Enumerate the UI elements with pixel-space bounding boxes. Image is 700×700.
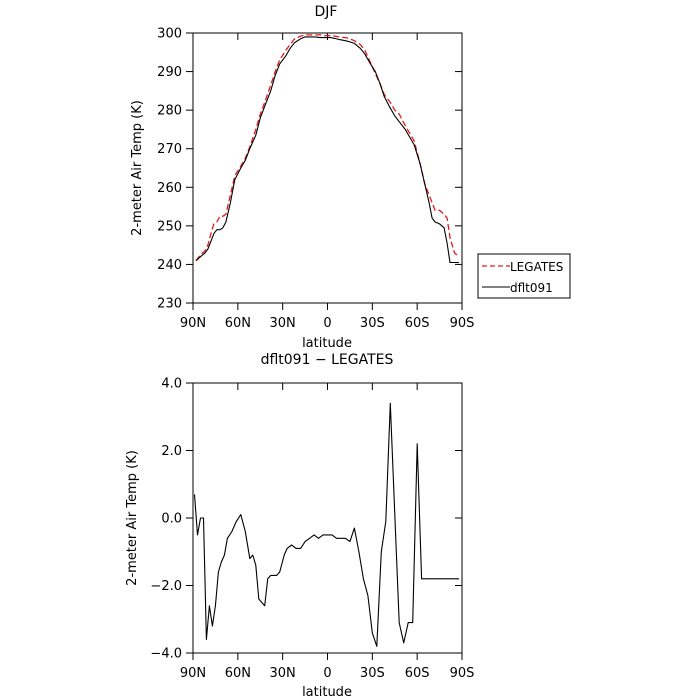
bottom-y-tick-label: −4.0: [150, 647, 182, 662]
bottom-x-tick-label: 30S: [360, 666, 385, 681]
bottom-x-tick-label: 60S: [405, 666, 430, 681]
top-x-tick-label: 90S: [450, 316, 475, 331]
top-y-tick-label: 260: [157, 181, 182, 196]
legend-label-legates: LEGATES: [510, 260, 563, 274]
top-y-tick-label: 290: [157, 65, 182, 80]
bottom-chart-title: dflt091 − LEGATES: [261, 352, 394, 368]
top-chart-title: DJF: [315, 4, 338, 20]
top-x-tick-label: 0: [323, 316, 331, 331]
legend-box: [477, 253, 571, 299]
top-y-tick-label: 300: [157, 27, 182, 42]
bottom-x-tick-label: 60N: [225, 666, 251, 681]
bottom-axes: 90N 60N 30N 0 30S 60S 90S −4.0 −2.0 0.0 2.0 4.0: [150, 377, 474, 682]
bottom-series-line: [193, 402, 459, 647]
difference-panel: dflt091 − LEGATES 90N 60N 30N 0 30S 60S 90S −4.…: [125, 352, 474, 700]
top-series: [195, 34, 460, 264]
top-y-tick-label: 240: [157, 258, 182, 273]
top-series-line-dflt091: [195, 36, 459, 264]
bottom-x-tick-label: 90S: [450, 666, 475, 681]
top-y-tick-label: 250: [157, 219, 182, 234]
top-x-tick-label: 30S: [360, 316, 385, 331]
temperature-panel: DJF 90N 60N 30N 0 30S 60S 90S 230 240 250 260 270 28…: [130, 4, 571, 351]
top-y-axis-label: 2-meter Air Temp (K): [130, 100, 145, 236]
top-axes: 90N 60N 30N 0 30S 60S 90S 230 240 250 260 270 280 290…: [157, 27, 474, 332]
bottom-x-axis-label: latitude: [302, 685, 352, 700]
bottom-series: [193, 402, 459, 647]
top-y-tick-label: 270: [157, 142, 182, 157]
bottom-y-axis-label: 2-meter Air Temp (K): [125, 450, 140, 586]
legend-label-dflt091: dflt091: [510, 281, 553, 295]
bottom-y-tick-label: 0.0: [161, 512, 182, 527]
bottom-y-tick-label: −2.0: [150, 579, 182, 594]
top-x-axis-label: latitude: [302, 336, 352, 351]
top-x-tick-label: 60S: [405, 316, 430, 331]
legend: LEGATES dflt091: [477, 253, 571, 299]
top-y-tick-label: 230: [157, 297, 182, 312]
bottom-x-tick-label: 90N: [180, 666, 206, 681]
top-x-tick-label: 90N: [180, 316, 206, 331]
bottom-y-tick-label: 4.0: [161, 377, 182, 392]
top-x-tick-label: 30N: [270, 316, 296, 331]
bottom-x-tick-label: 0: [323, 666, 331, 681]
top-x-tick-label: 60N: [225, 316, 251, 331]
bottom-y-tick-label: 2.0: [161, 444, 182, 459]
bottom-plot-frame: [192, 382, 463, 654]
top-series-line-legates: [195, 34, 460, 261]
top-y-tick-label: 280: [157, 104, 182, 119]
bottom-x-tick-label: 30N: [270, 666, 296, 681]
